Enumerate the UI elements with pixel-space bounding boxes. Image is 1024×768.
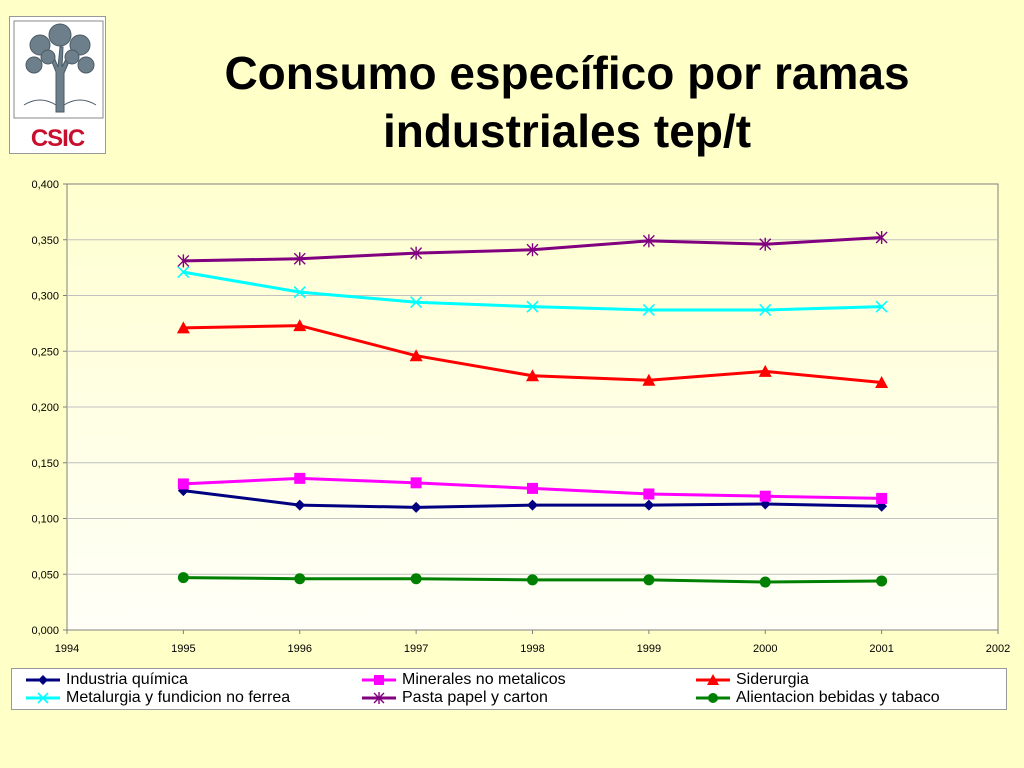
x-tick-label: 1999 <box>637 643 661 655</box>
data-point <box>643 574 655 586</box>
chart-legend: Industria química Minerales no metalicos S… <box>11 668 1007 710</box>
data-point <box>875 375 889 388</box>
data-point <box>875 300 888 313</box>
x-tick-label: 1994 <box>55 643 79 655</box>
legend-label: Alientacion bebidas y tabaco <box>736 689 940 706</box>
data-point <box>177 254 190 268</box>
legend-label: Pasta papel y carton <box>402 689 548 706</box>
data-point <box>527 499 538 511</box>
data-point <box>759 576 771 588</box>
data-point <box>642 234 655 248</box>
y-tick-label: 0,350 <box>31 235 59 247</box>
y-tick-label: 0,400 <box>31 179 59 191</box>
data-point <box>293 286 306 299</box>
legend-label: Metalurgia y fundicion no ferrea <box>66 689 291 706</box>
y-tick-label: 0,150 <box>31 458 59 470</box>
x-tick-label: 1995 <box>171 643 195 655</box>
y-tick-label: 0,300 <box>31 291 59 303</box>
data-point <box>410 501 422 513</box>
data-point <box>758 364 772 377</box>
data-point <box>177 572 189 584</box>
legend-item: Pasta papel y carton <box>362 688 548 708</box>
series-group <box>176 231 889 588</box>
x-tick-label: 1998 <box>520 643 544 655</box>
x-tick-label: 2001 <box>869 643 893 655</box>
data-point <box>642 303 655 317</box>
csic-logo: CSIC <box>9 16 106 154</box>
series-5 <box>177 572 888 588</box>
data-point <box>293 319 307 332</box>
series-2 <box>176 319 889 388</box>
data-point <box>409 349 423 362</box>
data-point <box>876 575 888 587</box>
legend-item: Industria química <box>26 670 188 690</box>
x-tick-label: 2002 <box>986 643 1010 655</box>
legend-swatch <box>26 692 60 704</box>
data-point <box>643 488 655 500</box>
data-point <box>176 321 190 334</box>
data-point <box>527 482 538 494</box>
legend-swatch <box>362 692 396 704</box>
series-4 <box>177 231 888 268</box>
legend-item: Siderurgia <box>696 670 809 690</box>
y-axis-ticks: 0,000 0,050 0,100 0,150 0,200 0,250 0,300 0,350… <box>31 179 67 637</box>
data-point <box>526 300 539 313</box>
data-point <box>294 472 306 484</box>
legend-swatch <box>362 675 396 685</box>
legend-swatch <box>696 693 730 703</box>
x-axis-ticks: 1994 1995 1996 1997 1998 1999 2000 2001 2002 <box>55 630 1010 655</box>
series-3 <box>177 266 888 317</box>
data-point <box>876 492 888 504</box>
data-point <box>294 573 306 585</box>
data-point <box>526 369 539 382</box>
data-point <box>293 252 306 266</box>
line-chart: 0,000 0,050 0,100 0,150 0,200 0,250 0,300 0,350… <box>31 179 1010 655</box>
y-tick-label: 0,100 <box>31 514 59 526</box>
data-point <box>410 573 422 585</box>
data-point <box>643 499 655 511</box>
data-point <box>177 478 189 490</box>
legend-swatch <box>696 674 730 685</box>
data-point <box>527 574 538 586</box>
legend-label: Industria química <box>66 671 188 688</box>
data-point <box>642 373 656 386</box>
x-tick-label: 2000 <box>753 643 777 655</box>
y-tick-label: 0,250 <box>31 346 59 358</box>
data-point <box>759 303 772 317</box>
data-point <box>875 231 888 245</box>
y-tick-label: 0,200 <box>31 402 59 414</box>
x-tick-label: 1997 <box>404 643 428 655</box>
data-point <box>526 243 539 257</box>
legend-label: Siderurgia <box>736 671 809 688</box>
series-1 <box>177 472 888 504</box>
y-tick-label: 0,050 <box>31 569 59 581</box>
data-point <box>294 499 306 511</box>
tree-icon <box>13 20 104 119</box>
data-point <box>410 246 423 260</box>
legend-item: Alientacion bebidas y tabaco <box>696 688 940 708</box>
logo-text: CSIC <box>30 125 85 152</box>
legend-swatch <box>26 675 60 685</box>
legend-label: Minerales no metalicos <box>402 671 566 688</box>
data-point <box>759 237 772 251</box>
legend-item: Minerales no metalicos <box>362 670 566 690</box>
legend-item: Metalurgia y fundicion no ferrea <box>26 688 290 708</box>
data-point <box>410 296 423 309</box>
data-point <box>759 490 771 502</box>
data-point <box>177 266 190 279</box>
data-point <box>410 477 422 489</box>
x-tick-label: 1996 <box>288 643 312 655</box>
y-tick-label: 0,000 <box>31 625 59 637</box>
slide-title: Consumo específico por ramas industriale… <box>224 47 910 157</box>
